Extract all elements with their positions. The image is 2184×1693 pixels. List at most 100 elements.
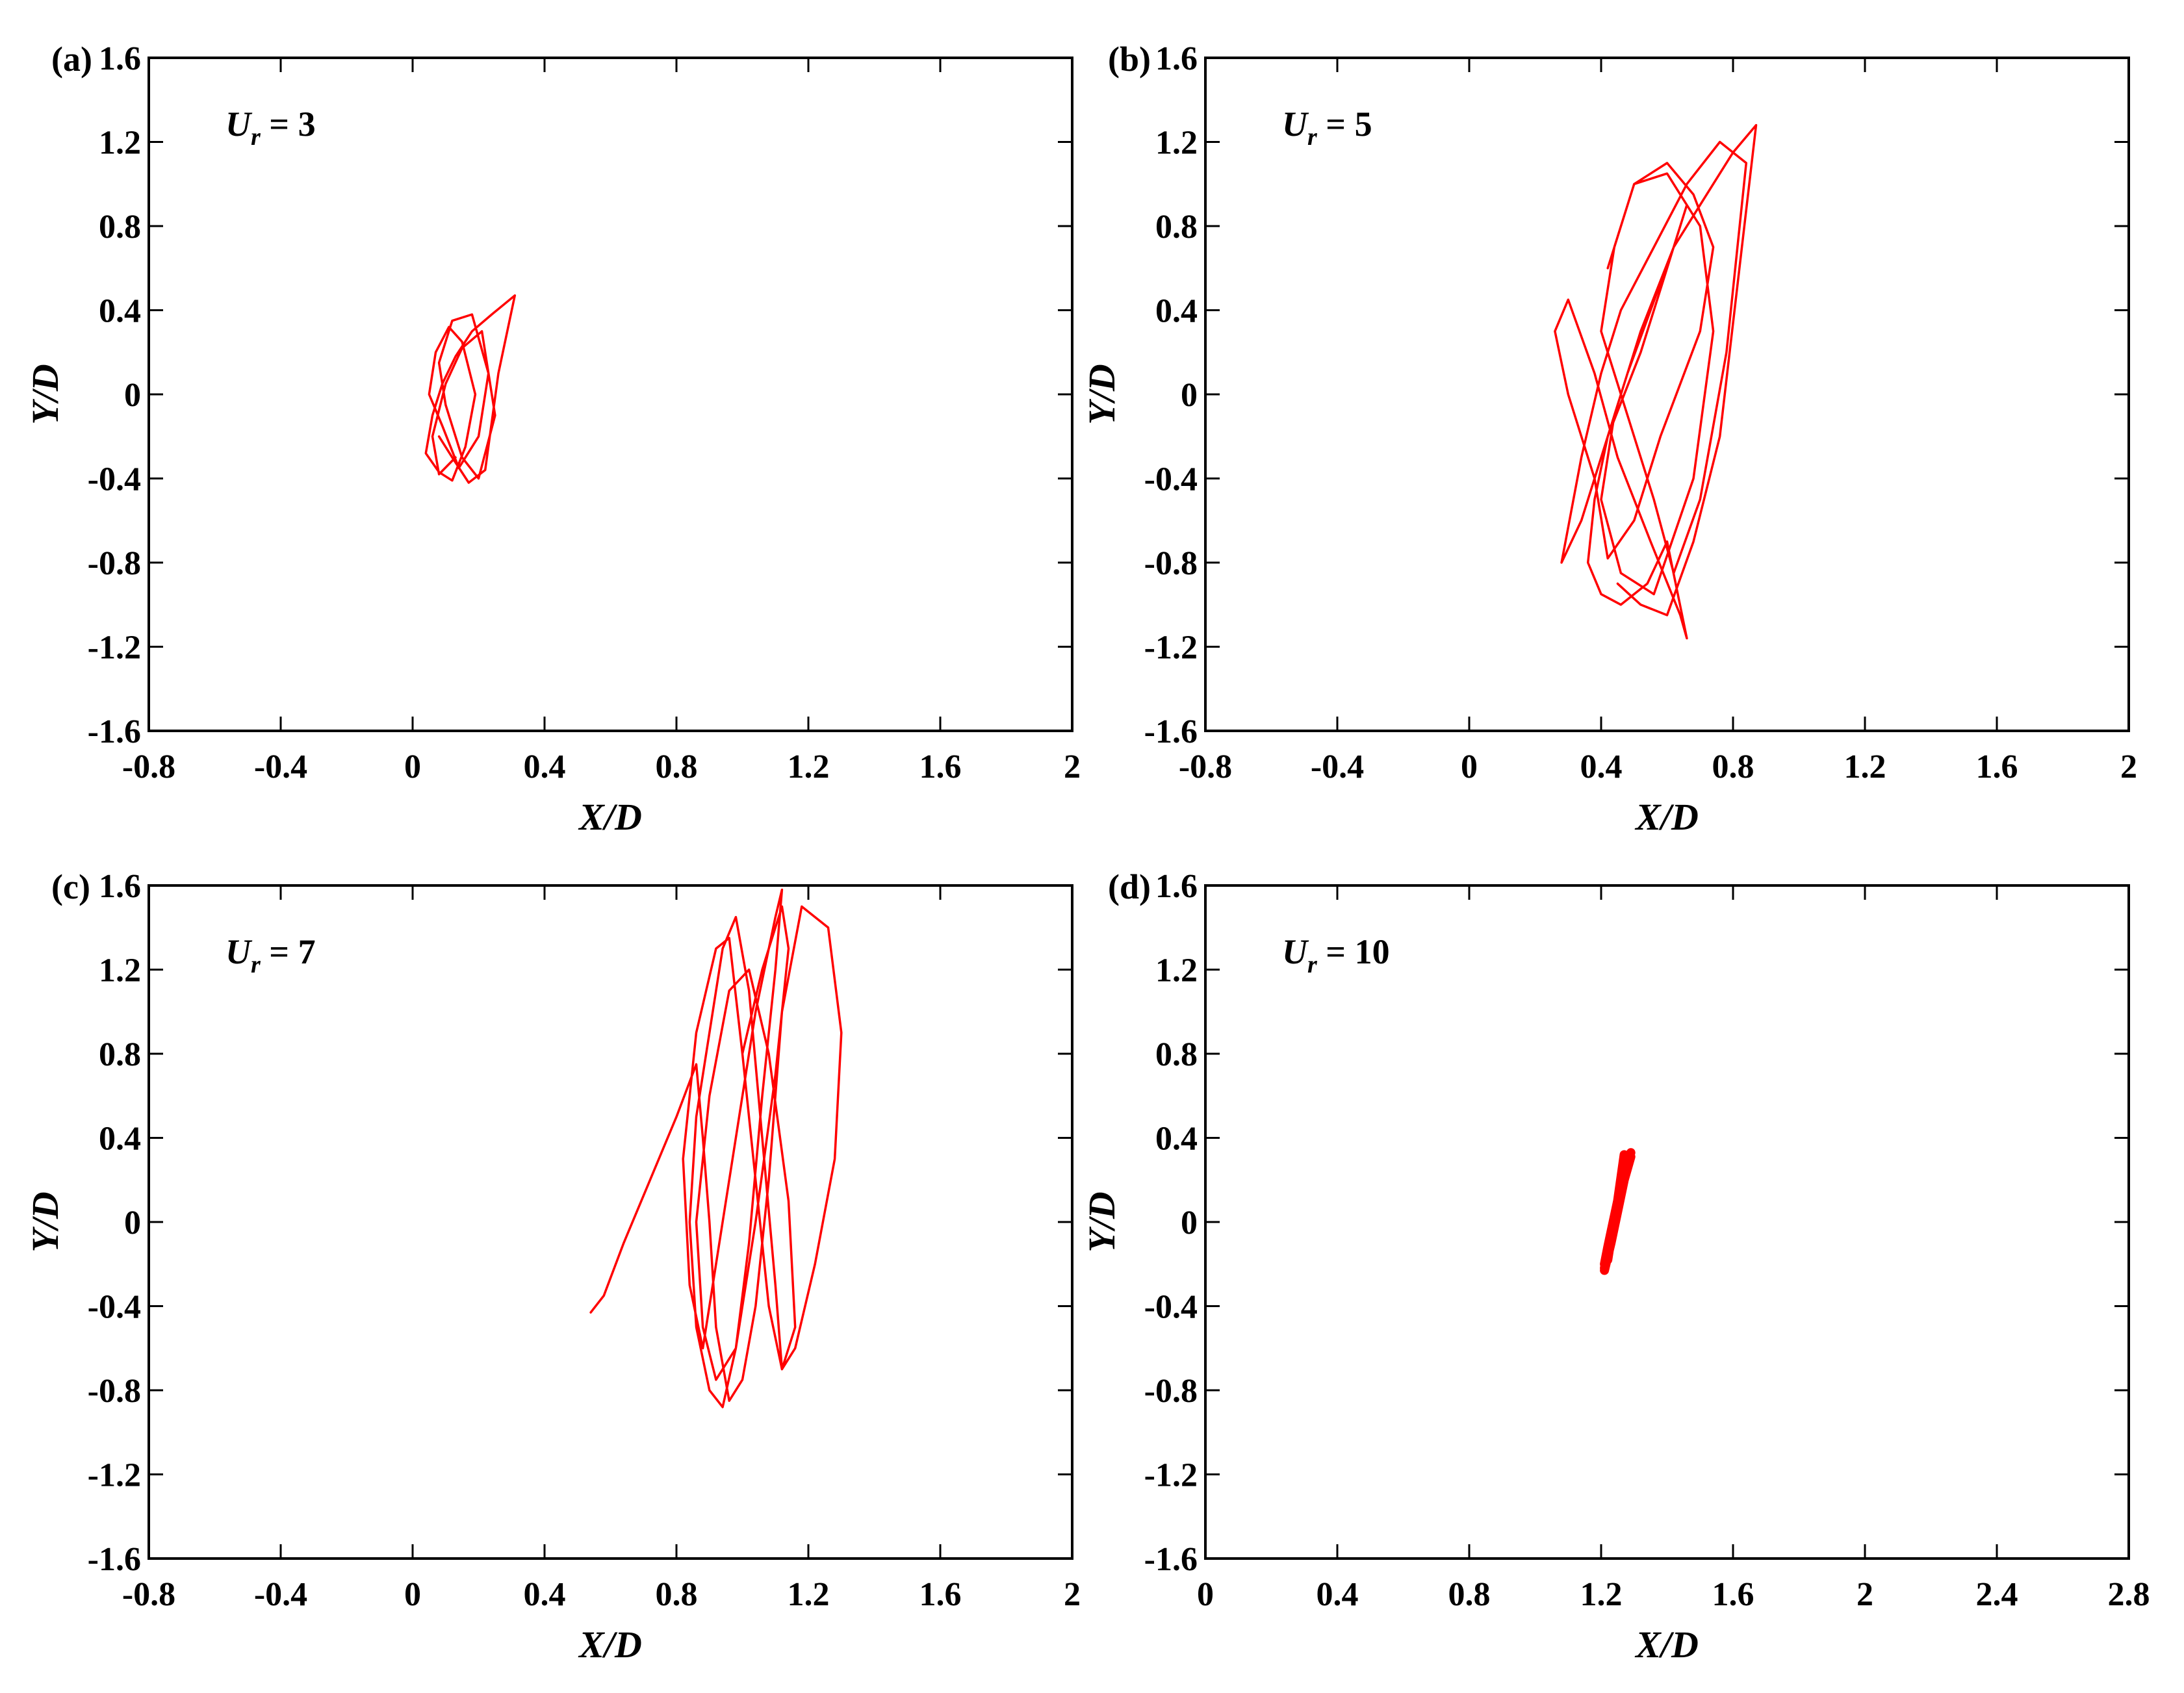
y-tick-label: 0.4	[99, 1121, 141, 1158]
annotation-symbol: U	[1282, 932, 1309, 971]
x-axis-label: X/D	[1634, 1623, 1699, 1666]
y-tick-label: 0.4	[1155, 1121, 1198, 1158]
y-axis-label: Y/D	[1081, 1191, 1123, 1252]
trajectory-series	[1554, 123, 1758, 640]
x-tick-label: 0.8	[656, 748, 698, 785]
panel-label: (b)	[1108, 40, 1151, 79]
x-tick-label: 1.6	[1976, 748, 2018, 785]
y-tick-label: 1.6	[99, 868, 141, 905]
trajectory-series	[424, 294, 517, 484]
annotation-subscript: r	[251, 951, 261, 978]
y-tick-label: -1.2	[1144, 1457, 1198, 1494]
y-tick-label: 1.2	[99, 125, 141, 162]
annotation-symbol: U	[225, 932, 253, 971]
y-tick-label: -1.6	[1144, 1541, 1198, 1578]
y-tick-label: 0	[1181, 377, 1198, 414]
x-tick-label: 2	[2120, 748, 2137, 785]
y-tick-label: -1.6	[88, 1541, 141, 1578]
y-axis-label: Y/D	[1081, 364, 1123, 424]
y-tick-label: -1.6	[88, 713, 141, 750]
x-tick-label: 0	[404, 1576, 421, 1613]
y-tick-label: -1.2	[1144, 630, 1198, 667]
x-tick-label: 2.4	[1976, 1576, 2018, 1613]
y-tick-label: 1.2	[1155, 125, 1198, 162]
panel-label: (d)	[1108, 867, 1151, 906]
y-tick-label: -1.6	[1144, 713, 1198, 750]
annotation-subscript: r	[1307, 951, 1318, 978]
axes-box	[148, 57, 1073, 732]
subplot-3: 0 0.4 0.8 1.2 1.6 2 2.4 2.8 -1.6 -1.2 -0.8 -0.4 0 0.4…	[1081, 867, 2150, 1666]
y-tick-label: 0.4	[99, 293, 141, 330]
y-tick-label: 0	[124, 377, 141, 414]
x-tick-label: 0.4	[1580, 748, 1623, 785]
reduced-velocity-annotation: Ur = 7	[225, 932, 316, 978]
reduced-velocity-annotation: Ur = 3	[225, 105, 316, 151]
annotation-value: = 3	[261, 105, 316, 144]
x-tick-label: 0	[1197, 1576, 1214, 1613]
y-tick-label: 0.8	[1155, 1036, 1198, 1073]
y-tick-label: -0.4	[1144, 1289, 1198, 1326]
x-tick-label: 1.6	[919, 748, 962, 785]
x-tick-label: 1.6	[1712, 1576, 1754, 1613]
y-axis-label: Y/D	[24, 1191, 66, 1252]
panel-label: (a)	[51, 40, 92, 79]
y-tick-label: 1.2	[99, 952, 141, 989]
y-tick-label: 0.4	[1155, 293, 1198, 330]
y-tick-label: 0	[124, 1204, 141, 1241]
x-tick-label: 0	[404, 748, 421, 785]
y-tick-label: 1.6	[1155, 868, 1198, 905]
x-tick-label: 0.4	[524, 1576, 566, 1613]
y-tick-label: 1.6	[99, 40, 141, 77]
x-tick-label: 2	[1856, 1576, 1873, 1613]
panel-label: (c)	[51, 867, 90, 906]
x-tick-label: 1.2	[788, 748, 830, 785]
x-tick-label: -0.4	[254, 1576, 307, 1613]
annotation-subscript: r	[1307, 123, 1318, 151]
subplot-1: -0.8 -0.4 0 0.4 0.8 1.2 1.6 2 -1.6 -1.2 -0.8 -0.4 0 0…	[1081, 40, 2137, 838]
x-tick-label: 0.8	[1712, 748, 1754, 785]
y-tick-label: 1.6	[1155, 40, 1198, 77]
y-tick-label: 0.8	[99, 1036, 141, 1073]
x-tick-label: 2.8	[2108, 1576, 2150, 1613]
annotation-value: = 5	[1317, 105, 1372, 144]
annotation-subscript: r	[251, 123, 261, 151]
axes-box	[148, 884, 1073, 1560]
y-tick-label: -0.8	[88, 1373, 141, 1410]
trajectory-series	[1600, 1148, 1636, 1275]
y-tick-label: 0	[1181, 1204, 1198, 1241]
axes-box	[1204, 57, 2130, 732]
x-tick-label: 1.2	[788, 1576, 830, 1613]
reduced-velocity-annotation: Ur = 10	[1282, 932, 1390, 978]
x-tick-label: -0.8	[122, 1576, 175, 1613]
subplot-2: -0.8 -0.4 0 0.4 0.8 1.2 1.6 2 -1.6 -1.2 -0.8 -0.4 0 0…	[24, 867, 1081, 1666]
x-tick-label: 0.4	[524, 748, 566, 785]
trajectory-series	[589, 888, 843, 1408]
y-tick-label: -0.8	[1144, 1373, 1198, 1410]
x-axis-label: X/D	[578, 1623, 642, 1666]
x-tick-label: -0.4	[1311, 748, 1364, 785]
x-tick-label: 0	[1461, 748, 1478, 785]
x-tick-label: -0.8	[122, 748, 175, 785]
y-tick-label: -1.2	[88, 630, 141, 667]
x-tick-label: 1.2	[1844, 748, 1886, 785]
x-tick-label: 1.2	[1580, 1576, 1623, 1613]
x-tick-label: 2	[1064, 1576, 1081, 1613]
y-tick-label: -0.4	[88, 1289, 141, 1326]
annotation-symbol: U	[1282, 105, 1309, 144]
x-axis-label: X/D	[578, 796, 642, 838]
y-tick-label: 1.2	[1155, 952, 1198, 989]
y-tick-label: -0.8	[88, 545, 141, 582]
axes-box	[1204, 884, 2130, 1560]
x-axis-label: X/D	[1634, 796, 1699, 838]
subplot-0: -0.8 -0.4 0 0.4 0.8 1.2 1.6 2 -1.6 -1.2 -0.8 -0.4 0 0…	[24, 40, 1081, 838]
y-tick-label: -0.8	[1144, 545, 1198, 582]
x-tick-label: 1.6	[919, 1576, 962, 1613]
x-tick-label: 2	[1064, 748, 1081, 785]
y-tick-label: -0.4	[88, 461, 141, 498]
y-tick-label: -1.2	[88, 1457, 141, 1494]
x-tick-label: -0.4	[254, 748, 307, 785]
x-tick-label: -0.8	[1179, 748, 1232, 785]
reduced-velocity-annotation: Ur = 5	[1282, 105, 1372, 151]
x-tick-label: 0.4	[1317, 1576, 1359, 1613]
